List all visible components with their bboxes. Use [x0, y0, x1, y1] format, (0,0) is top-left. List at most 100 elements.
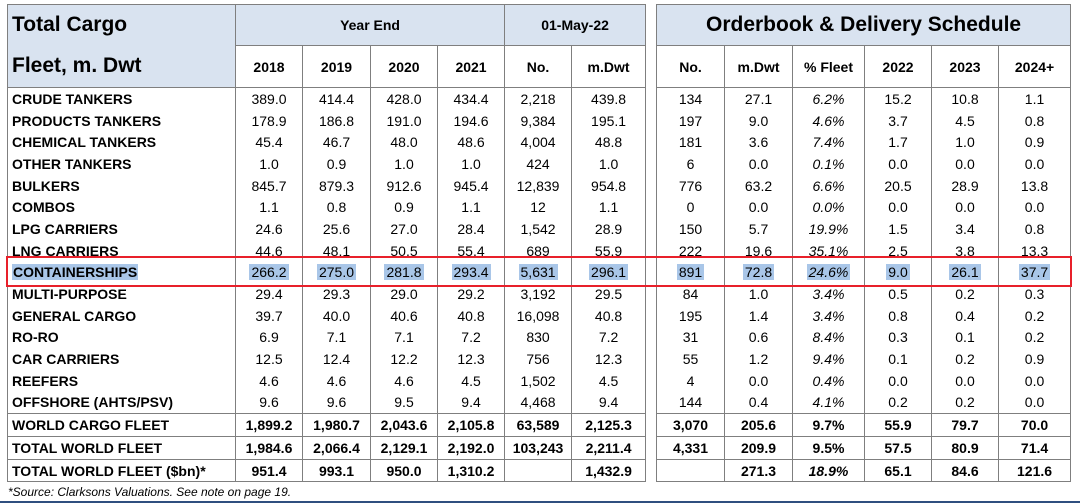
table-row: LNG CARRIERS 44.6 48.1 50.5 55.4 689 55.9: [7, 239, 647, 262]
table-cell: 15.2: [864, 87, 932, 110]
row-label: CONTAINERSHIPS: [7, 261, 236, 284]
table-row: TOTAL WORLD FLEET ($bn)* 951.4 993.1 950.0 1…: [7, 458, 647, 483]
table-cell: 39.7: [235, 304, 303, 327]
table-cell: 222: [656, 239, 725, 262]
table-cell: 3.4: [931, 218, 999, 240]
table-row: 3,070 205.6 9.7% 55.9 79.7 70.0: [656, 413, 1072, 437]
table-cell: 29.3: [302, 283, 371, 305]
table-cell: 150: [656, 218, 725, 240]
table-cell: 4.1%: [792, 391, 865, 414]
table-cell: 5,631: [504, 261, 573, 284]
table-cell: 891: [656, 261, 725, 284]
table-cell: 4,004: [504, 131, 573, 154]
table-cell: 2,218: [504, 87, 573, 110]
table-cell: 2,125.3: [571, 413, 647, 437]
row-label: CHEMICAL TANKERS: [7, 131, 236, 154]
table-cell: 0.8: [302, 196, 371, 219]
table-cell: 0.8: [864, 304, 932, 327]
table-cell: 845.7: [235, 174, 303, 197]
table-cell: 7.2: [436, 326, 506, 349]
table-cell: 0.0: [724, 153, 793, 175]
table-cell: 13.3: [997, 239, 1072, 262]
row-label: CRUDE TANKERS: [7, 87, 236, 110]
table-cell: 296.1: [571, 261, 647, 284]
table-cell: 4: [656, 369, 725, 392]
table-cell: 10.8: [931, 87, 999, 110]
table-row: RO-RO 6.9 7.1 7.1 7.2 830 7.2: [7, 326, 647, 349]
table-cell: 0.1: [864, 348, 932, 370]
table-cell: 28.4: [436, 218, 506, 240]
table-cell: 428.0: [370, 87, 438, 110]
table-cell: 0.5: [864, 283, 932, 305]
table-cell: 2,211.4: [571, 436, 647, 460]
table-cell: 29.5: [571, 283, 647, 305]
table-cell: 28.9: [571, 218, 647, 240]
column-header: 2018: [235, 45, 303, 88]
table-cell: 6.6%: [792, 174, 865, 197]
table-cell: 37.7: [997, 261, 1072, 284]
row-label: WORLD CARGO FLEET: [7, 413, 236, 437]
table-row: 31 0.6 8.4% 0.3 0.1 0.2: [656, 326, 1072, 349]
table-cell: 951.4: [235, 458, 303, 483]
table-row: COMBOS 1.1 0.8 0.9 1.1 12 1.1: [7, 196, 647, 219]
row-label: MULTI-PURPOSE: [7, 283, 236, 305]
table-cell: 65.1: [864, 458, 932, 483]
table-cell: 0.1%: [792, 153, 865, 175]
table-cell: 80.9: [931, 436, 999, 460]
table-cell: 2,192.0: [436, 436, 506, 460]
table-cell: 7.2: [571, 326, 647, 349]
table-cell: 71.4: [997, 436, 1072, 460]
table-cell: 9.6: [235, 391, 303, 414]
table-cell: 0.0: [997, 196, 1072, 219]
table-cell: 439.8: [571, 87, 647, 110]
table-cell: 0.8: [997, 218, 1072, 240]
table-cell: 18.9%: [792, 458, 865, 483]
table-cell: 0.8: [997, 109, 1072, 132]
table-cell: 9.0: [724, 109, 793, 132]
row-label: LPG CARRIERS: [7, 218, 236, 240]
table-cell: 275.0: [302, 261, 371, 284]
table-cell: 178.9: [235, 109, 303, 132]
table-cell: 0.4: [724, 391, 793, 414]
table-cell: 2,066.4: [302, 436, 371, 460]
table-cell: 0.4: [931, 304, 999, 327]
table-cell: 950.0: [370, 458, 438, 483]
table-row: OFFSHORE (AHTS/PSV) 9.6 9.6 9.5 9.4 4,468 9.4: [7, 391, 647, 414]
table-row: WORLD CARGO FLEET 1,899.2 1,980.7 2,043.6 2,…: [7, 413, 647, 437]
table-cell: 1.1: [436, 196, 506, 219]
table-cell: 40.6: [370, 304, 438, 327]
table-cell: 293.4: [436, 261, 506, 284]
table-row: 134 27.1 6.2% 15.2 10.8 1.1: [656, 87, 1072, 110]
table-cell: 48.0: [370, 131, 438, 154]
table-row: 197 9.0 4.6% 3.7 4.5 0.8: [656, 109, 1072, 132]
table-row: 144 0.4 4.1% 0.2 0.2 0.0: [656, 391, 1072, 414]
table-cell: 281.8: [370, 261, 438, 284]
table-row: PRODUCTS TANKERS 178.9 186.8 191.0 194.6 9,38…: [7, 109, 647, 132]
table-title-line2: Fleet, m. Dwt: [7, 45, 236, 88]
table-cell: 1.5: [864, 218, 932, 240]
table-cell: 9.7%: [792, 413, 865, 437]
row-label: TOTAL WORLD FLEET ($bn)*: [7, 458, 236, 483]
table-cell: 1.1: [571, 196, 647, 219]
table-cell: 29.0: [370, 283, 438, 305]
table-cell: 879.3: [302, 174, 371, 197]
table-row: GENERAL CARGO 39.7 40.0 40.6 40.8 16,098 40.8: [7, 304, 647, 327]
table-row: 776 63.2 6.6% 20.5 28.9 13.8: [656, 174, 1072, 197]
table-cell: 756: [504, 348, 573, 370]
table-cell: 3,192: [504, 283, 573, 305]
table-cell: 134: [656, 87, 725, 110]
table-row: LPG CARRIERS 24.6 25.6 27.0 28.4 1,542 28.9: [7, 218, 647, 240]
table-cell: 63,589: [504, 413, 573, 437]
table-row: 4 0.0 0.4% 0.0 0.0 0.0: [656, 369, 1072, 392]
table-cell: 4.5: [436, 369, 506, 392]
column-header: 2020: [370, 45, 438, 88]
row-label: CAR CARRIERS: [7, 348, 236, 370]
table-cell: 1,980.7: [302, 413, 371, 437]
column-header: 2019: [302, 45, 371, 88]
table-row: CRUDE TANKERS 389.0 414.4 428.0 434.4 2,218 43…: [7, 87, 647, 110]
column-header: 2021: [436, 45, 506, 88]
table-row: CONTAINERSHIPS 266.2 275.0 281.8 293.4 5,631 2…: [7, 261, 647, 284]
table-cell: 2,105.8: [436, 413, 506, 437]
table-cell: 48.8: [571, 131, 647, 154]
table-cell: 55.9: [571, 239, 647, 262]
